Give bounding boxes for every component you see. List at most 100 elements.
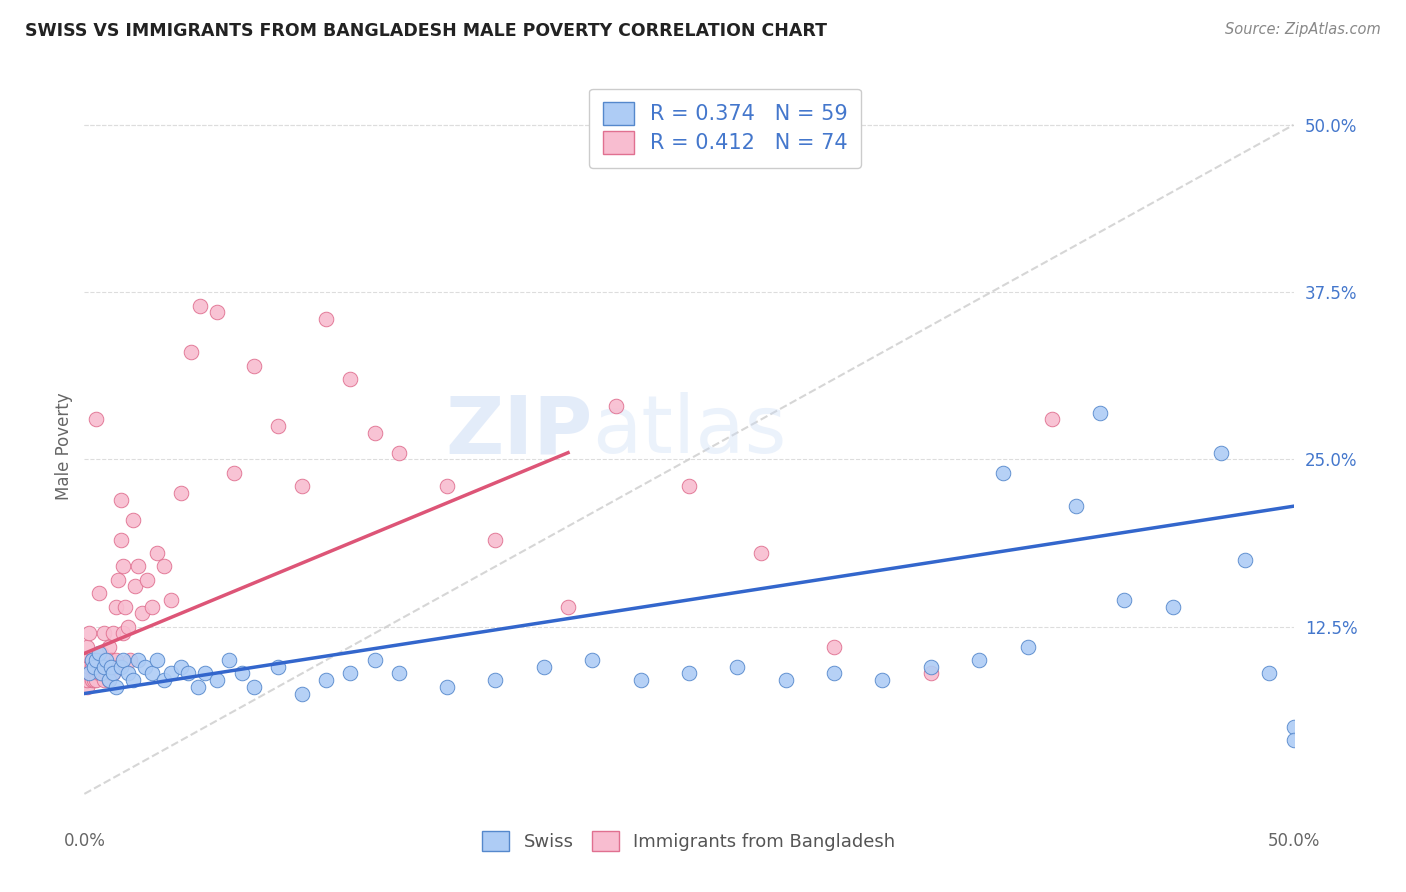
Text: ZIP: ZIP [444,392,592,470]
Point [678,479,700,493]
Point [388,666,411,681]
Point [83,673,105,688]
Point [339,372,361,386]
Point [177,666,200,681]
Point [86,653,108,667]
Point [207,673,229,688]
Point [83,653,105,667]
Point [388,446,411,460]
Point [187,680,209,694]
Point [1161,599,1184,614]
Point [94,660,117,674]
Text: SWISS VS IMMIGRANTS FROM BANGLADESH MALE POVERTY CORRELATION CHART: SWISS VS IMMIGRANTS FROM BANGLADESH MALE… [25,22,827,40]
Point [160,593,183,607]
Point [93,653,115,667]
Legend: Swiss, Immigrants from Bangladesh: Swiss, Immigrants from Bangladesh [474,822,904,860]
Point [141,599,163,614]
Point [678,666,700,681]
Point [131,607,153,621]
Point [93,626,115,640]
Point [207,305,229,319]
Point [76,673,98,688]
Point [112,559,135,574]
Text: Source: ZipAtlas.com: Source: ZipAtlas.com [1225,22,1381,37]
Point [124,580,146,594]
Point [1088,406,1111,420]
Point [823,666,845,681]
Point [1064,500,1087,514]
Point [112,653,135,667]
Point [100,653,122,667]
Point [231,666,253,681]
Point [153,559,176,574]
Point [1017,640,1039,654]
Point [103,666,125,681]
Point [86,666,108,681]
Point [291,479,314,493]
Point [160,666,183,681]
Point [87,646,110,660]
Point [1114,593,1136,607]
Point [117,620,139,634]
Point [242,680,264,694]
Point [86,673,108,688]
Point [194,666,217,681]
Point [484,533,506,547]
Point [823,640,845,654]
Point [267,660,290,674]
Point [97,640,120,654]
Point [363,425,385,440]
Point [170,660,193,674]
Point [630,673,652,688]
Point [436,680,458,694]
Point [267,419,290,434]
Point [170,485,193,500]
Point [104,599,127,614]
Point [180,345,202,359]
Point [291,687,314,701]
Point [103,666,125,681]
Point [218,653,240,667]
Point [725,660,748,674]
Point [605,399,627,413]
Point [114,599,136,614]
Point [97,673,120,688]
Point [87,586,110,600]
Point [751,546,773,560]
Point [112,626,135,640]
Point [90,666,112,681]
Point [121,512,143,526]
Point [339,666,361,681]
Point [103,626,125,640]
Text: atlas: atlas [592,392,786,470]
Point [363,653,385,667]
Point [872,673,894,688]
Y-axis label: Male Poverty: Male Poverty [55,392,73,500]
Point [134,660,156,674]
Point [190,299,212,313]
Point [967,653,990,667]
Point [80,673,103,688]
Point [117,666,139,681]
Point [127,653,149,667]
Point [76,640,98,654]
Point [110,492,132,507]
Point [224,466,246,480]
Point [77,660,100,674]
Point [107,660,129,674]
Point [557,599,579,614]
Point [136,573,159,587]
Point [775,673,797,688]
Point [242,359,264,373]
Point [94,666,117,681]
Point [1282,733,1305,747]
Point [104,680,127,694]
Point [920,666,942,681]
Point [90,660,112,674]
Point [141,666,163,681]
Point [93,660,115,674]
Point [920,660,942,674]
Point [436,479,458,493]
Point [533,660,555,674]
Point [80,653,103,667]
